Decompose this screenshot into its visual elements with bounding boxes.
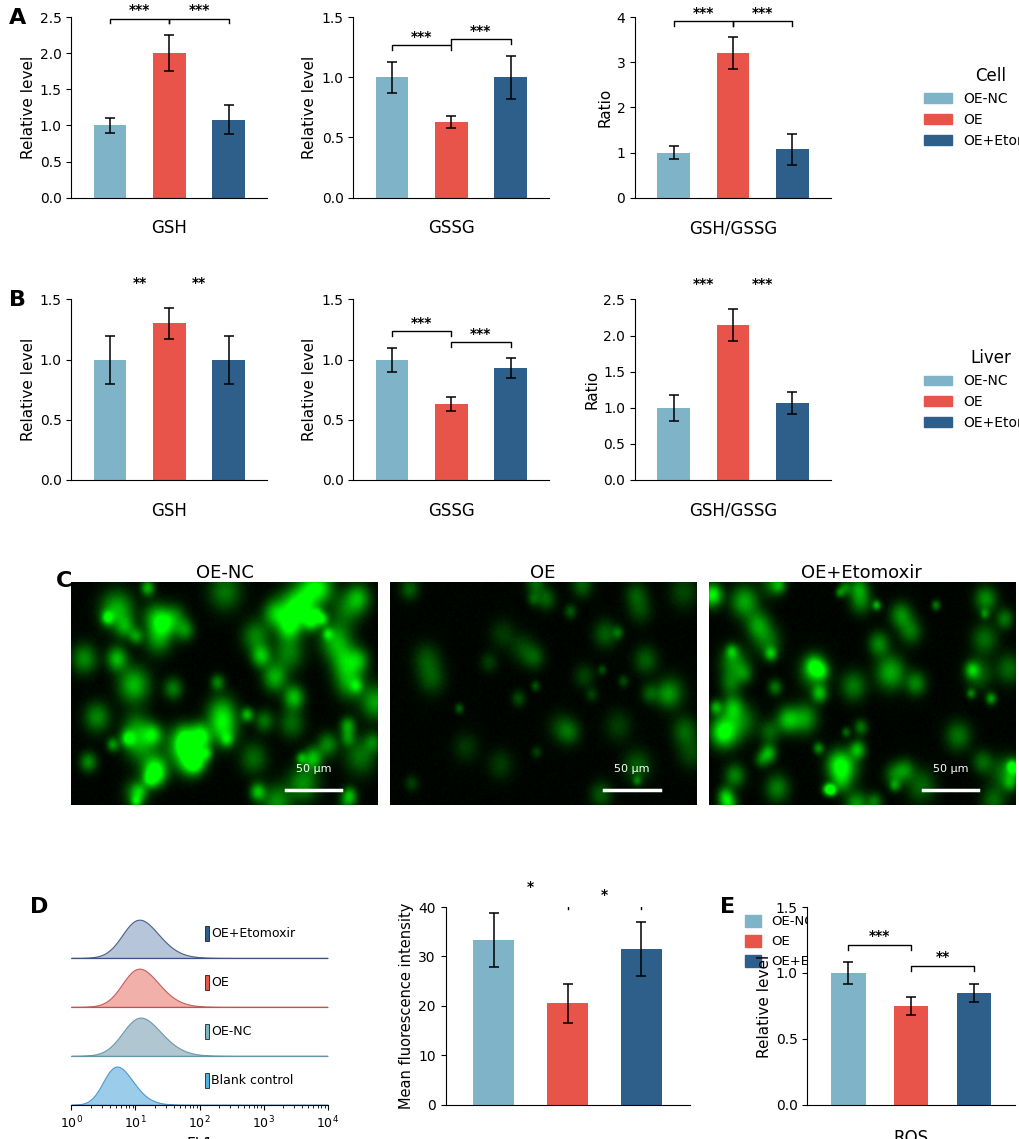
Bar — [94, 125, 126, 198]
Text: ***: *** — [470, 327, 491, 341]
Bar — [893, 1006, 927, 1105]
Bar — [153, 323, 185, 480]
Y-axis label: Ratio: Ratio — [584, 370, 598, 409]
Bar — [473, 940, 514, 1105]
Bar — [656, 408, 689, 480]
Bar — [212, 360, 245, 480]
Title: OE: OE — [530, 564, 555, 582]
Bar — [434, 404, 467, 480]
Bar — [153, 54, 185, 198]
Y-axis label: Mean fluorescence intensity: Mean fluorescence intensity — [398, 903, 414, 1109]
Text: ROS: ROS — [893, 1129, 928, 1139]
Text: D: D — [31, 898, 49, 917]
Y-axis label: Relative level: Relative level — [302, 338, 317, 441]
Text: ***: *** — [868, 929, 890, 943]
Legend: OE-NC, OE, OE+Etomoxir: OE-NC, OE, OE+Etomoxir — [918, 344, 1019, 436]
Text: GSSG: GSSG — [427, 501, 474, 519]
Text: ***: *** — [692, 6, 713, 19]
Bar — [494, 368, 527, 480]
Bar — [716, 54, 749, 198]
Title: OE-NC: OE-NC — [196, 564, 254, 582]
Text: **: ** — [192, 276, 206, 290]
Text: GSH/GSSG: GSH/GSSG — [688, 501, 776, 519]
Title: OE+Etomoxir: OE+Etomoxir — [801, 564, 921, 582]
X-axis label: FL1: FL1 — [185, 1137, 213, 1139]
Bar — [205, 1024, 209, 1039]
Text: E: E — [719, 898, 735, 917]
Text: ***: *** — [189, 3, 210, 17]
Text: ***: *** — [751, 277, 772, 292]
Text: ***: *** — [692, 277, 713, 292]
Legend: OE-NC, OE, OE+Etomoxir: OE-NC, OE, OE+Etomoxir — [739, 910, 865, 974]
Y-axis label: Ratio: Ratio — [597, 88, 611, 128]
Text: **: ** — [132, 276, 147, 290]
Bar — [830, 973, 865, 1105]
Text: OE: OE — [211, 976, 228, 989]
Text: GSH: GSH — [152, 220, 187, 237]
Text: GSSG: GSSG — [427, 220, 474, 237]
Bar — [775, 403, 808, 480]
Text: Blank control: Blank control — [211, 1074, 292, 1087]
Bar — [205, 926, 209, 941]
Y-axis label: Relative level: Relative level — [20, 338, 36, 441]
Bar — [775, 149, 808, 198]
Bar — [434, 122, 467, 198]
Text: *: * — [527, 879, 534, 894]
Bar — [546, 1003, 587, 1105]
Text: 50 μm: 50 μm — [613, 764, 649, 775]
Text: C: C — [56, 571, 72, 590]
Bar — [956, 993, 990, 1105]
Bar — [621, 949, 661, 1105]
Text: **: ** — [934, 950, 949, 964]
Text: OE+Etomoxir: OE+Etomoxir — [211, 927, 294, 940]
Y-axis label: Relative level: Relative level — [756, 954, 770, 1057]
Bar — [656, 153, 689, 198]
Text: 50 μm: 50 μm — [296, 764, 331, 775]
Bar — [494, 77, 527, 198]
Text: GSH: GSH — [152, 501, 187, 519]
Text: A: A — [8, 8, 25, 28]
Y-axis label: Relative level: Relative level — [20, 56, 36, 159]
Text: ***: *** — [751, 6, 772, 19]
Bar — [375, 360, 408, 480]
Text: 50 μm: 50 μm — [932, 764, 967, 775]
Text: OE-NC: OE-NC — [211, 1025, 251, 1038]
Text: ***: *** — [470, 24, 491, 38]
Text: ***: *** — [411, 316, 432, 330]
Text: ***: *** — [129, 3, 150, 17]
Legend: OE-NC, OE, OE+Etomoxir: OE-NC, OE, OE+Etomoxir — [918, 62, 1019, 154]
Bar — [205, 975, 209, 990]
Bar — [94, 360, 126, 480]
Bar — [205, 1073, 209, 1088]
Text: *: * — [600, 888, 607, 902]
Y-axis label: Relative level: Relative level — [302, 56, 317, 159]
Text: GSH/GSSG: GSH/GSSG — [688, 220, 776, 237]
Text: ***: *** — [411, 30, 432, 44]
Bar — [716, 325, 749, 480]
Text: B: B — [8, 290, 25, 310]
Bar — [375, 77, 408, 198]
Bar — [212, 120, 245, 198]
